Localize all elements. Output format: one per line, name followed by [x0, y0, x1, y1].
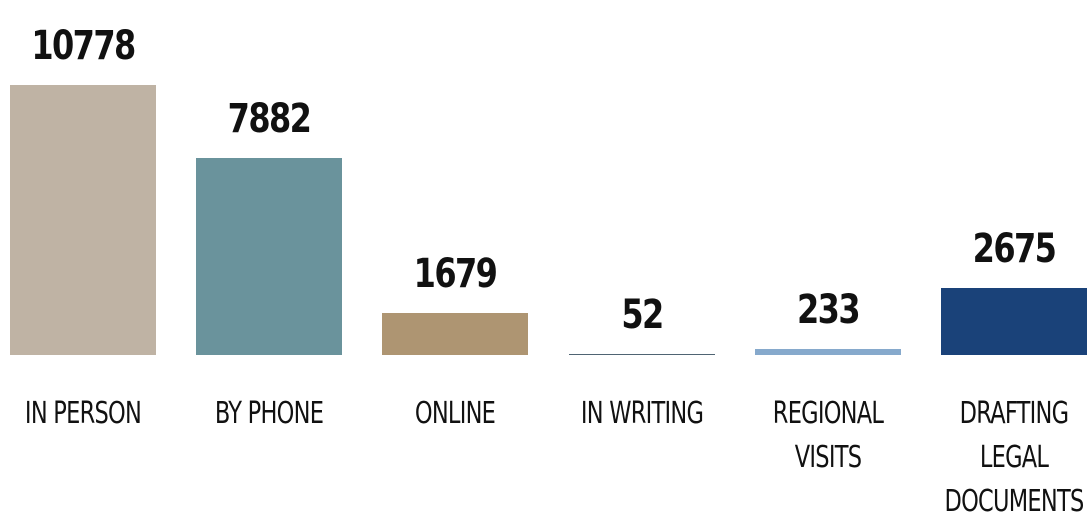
value-label: 10778 — [31, 23, 136, 69]
value-label: 1679 — [414, 250, 498, 297]
bar — [196, 157, 343, 355]
value-label: 7882 — [227, 95, 312, 142]
bar — [941, 287, 1087, 355]
x-tick-label: BY PHONE — [215, 396, 324, 431]
x-tick-label: DRAFTING LEGAL DOCUMENTS — [944, 396, 1085, 519]
x-tick-label: IN WRITING — [580, 396, 703, 431]
bar — [754, 349, 901, 355]
x-tick-label: REGIONAL VISITS — [772, 396, 884, 475]
x-tick-label: IN PERSON — [24, 396, 142, 431]
bar — [10, 85, 156, 355]
bar — [382, 312, 529, 355]
value-label: 233 — [796, 287, 861, 334]
x-tick-label: ONLINE — [415, 396, 496, 431]
value-label: 52 — [620, 291, 664, 338]
bar — [568, 353, 715, 355]
value-label: 2675 — [972, 225, 1057, 272]
